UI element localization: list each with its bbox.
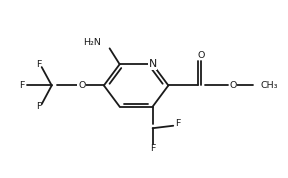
Text: F: F (150, 144, 155, 153)
Text: H₂N: H₂N (83, 38, 101, 47)
Text: N: N (149, 59, 157, 69)
Text: F: F (20, 81, 25, 90)
Text: O: O (78, 81, 86, 90)
Text: F: F (36, 102, 41, 111)
Text: F: F (175, 119, 180, 128)
Text: CH₃: CH₃ (260, 81, 278, 90)
Text: O: O (229, 81, 236, 90)
Text: O: O (198, 51, 205, 60)
Text: F: F (36, 60, 41, 69)
